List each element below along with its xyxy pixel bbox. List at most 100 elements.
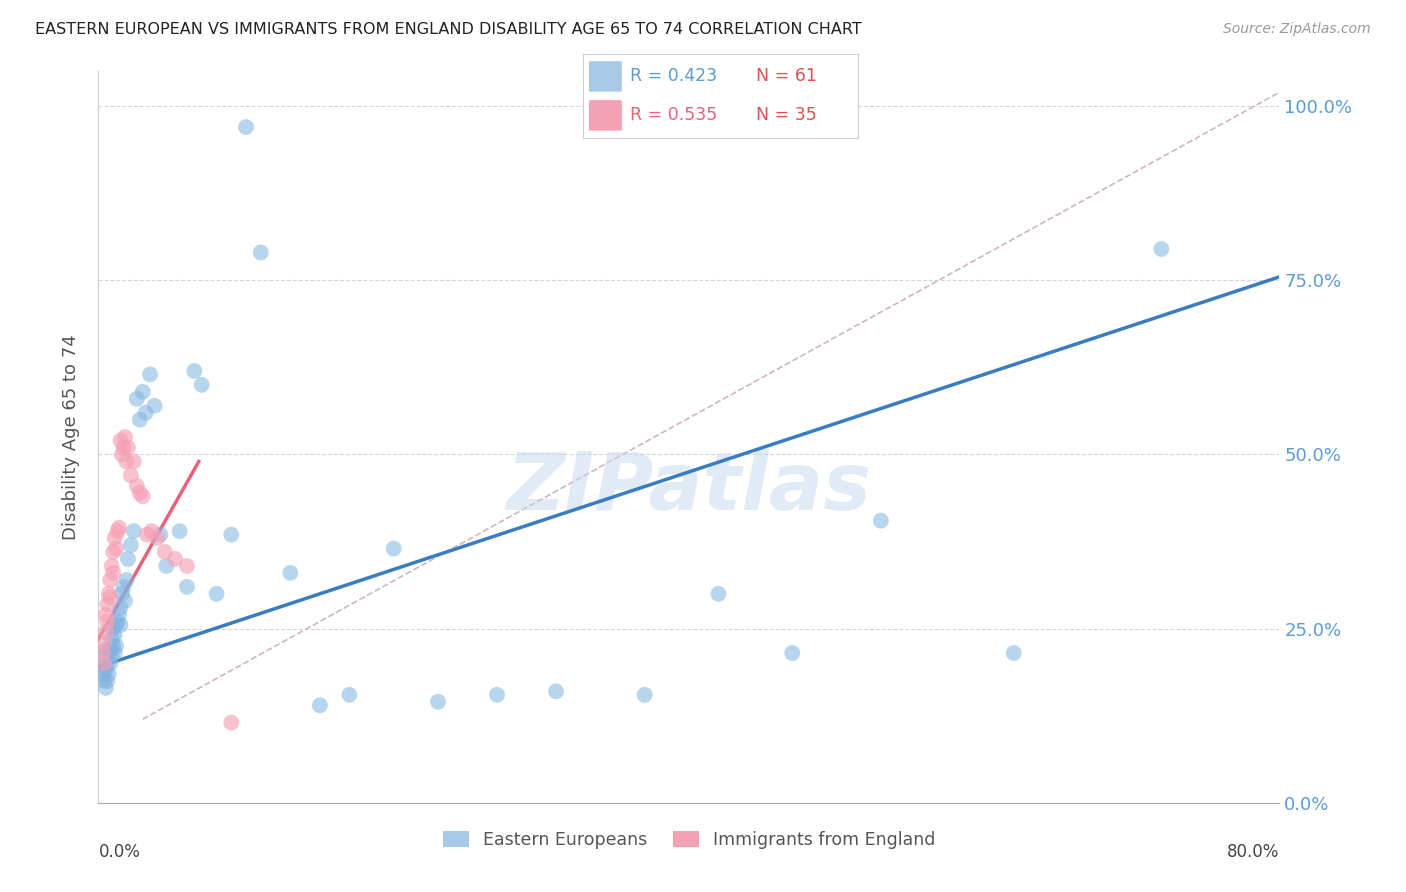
Point — [94, 607, 117, 622]
Point — [427, 695, 450, 709]
Point — [205, 587, 228, 601]
Text: 80.0%: 80.0% — [1227, 843, 1279, 861]
Point — [280, 566, 302, 580]
Point — [103, 545, 125, 559]
Point — [107, 615, 129, 629]
Point — [135, 406, 157, 420]
Point — [98, 642, 121, 657]
Point — [132, 489, 155, 503]
Text: N = 35: N = 35 — [756, 105, 817, 123]
Point — [183, 364, 205, 378]
Point — [112, 580, 135, 594]
Point — [107, 524, 129, 538]
Point — [96, 615, 118, 629]
Point — [117, 441, 139, 455]
Point — [235, 120, 257, 134]
Point — [634, 688, 657, 702]
Point — [128, 485, 150, 500]
Point — [115, 573, 138, 587]
Point — [105, 541, 128, 556]
Point — [191, 377, 214, 392]
Point — [97, 667, 120, 681]
Point — [93, 660, 115, 674]
Point — [221, 715, 243, 730]
Point — [250, 245, 273, 260]
Point — [93, 673, 115, 688]
Point — [136, 527, 159, 541]
Legend: Eastern Europeans, Immigrants from England: Eastern Europeans, Immigrants from Engla… — [443, 831, 935, 849]
Point — [110, 618, 132, 632]
Point — [139, 368, 162, 382]
Point — [108, 607, 131, 622]
Point — [165, 552, 187, 566]
Point — [104, 531, 127, 545]
Point — [112, 441, 135, 455]
Point — [146, 531, 169, 545]
Point — [125, 479, 148, 493]
Point — [1150, 242, 1173, 256]
Point — [122, 524, 145, 538]
Point — [782, 646, 804, 660]
Point — [103, 622, 125, 636]
Text: R = 0.423: R = 0.423 — [630, 67, 717, 85]
Point — [870, 514, 893, 528]
Point — [143, 399, 166, 413]
Point — [309, 698, 332, 713]
Point — [100, 649, 122, 664]
Point — [103, 566, 125, 580]
Point — [1002, 646, 1025, 660]
Point — [94, 681, 117, 695]
Point — [94, 625, 117, 640]
Point — [176, 558, 198, 573]
Point — [91, 649, 114, 664]
Point — [122, 454, 145, 468]
Point — [108, 521, 131, 535]
Point — [96, 597, 118, 611]
Point — [117, 552, 139, 566]
Point — [110, 600, 132, 615]
Point — [132, 384, 155, 399]
Point — [169, 524, 191, 538]
Point — [105, 618, 128, 632]
Point — [149, 527, 172, 541]
Point — [176, 580, 198, 594]
Y-axis label: Disability Age 65 to 74: Disability Age 65 to 74 — [62, 334, 80, 540]
Point — [104, 646, 127, 660]
FancyBboxPatch shape — [589, 62, 621, 92]
Point — [111, 587, 134, 601]
Point — [707, 587, 730, 601]
Point — [93, 635, 115, 649]
FancyBboxPatch shape — [589, 100, 621, 130]
Point — [128, 412, 150, 426]
Text: 0.0%: 0.0% — [98, 843, 141, 861]
Point — [120, 538, 142, 552]
Point — [155, 558, 177, 573]
Point — [105, 639, 128, 653]
Point — [486, 688, 509, 702]
Point — [96, 673, 118, 688]
Point — [141, 524, 163, 538]
Point — [221, 527, 243, 541]
Point — [125, 392, 148, 406]
Point — [100, 558, 122, 573]
Point — [114, 430, 136, 444]
Point — [97, 646, 120, 660]
Point — [96, 657, 118, 671]
Point — [111, 448, 134, 462]
Point — [91, 667, 114, 681]
Text: EASTERN EUROPEAN VS IMMIGRANTS FROM ENGLAND DISABILITY AGE 65 TO 74 CORRELATION : EASTERN EUROPEAN VS IMMIGRANTS FROM ENGL… — [35, 22, 862, 37]
Point — [98, 657, 121, 671]
Point — [100, 632, 122, 646]
Point — [114, 594, 136, 608]
Point — [382, 541, 405, 556]
Point — [94, 642, 117, 657]
Point — [91, 646, 114, 660]
Point — [546, 684, 568, 698]
Point — [103, 639, 125, 653]
Point — [93, 657, 115, 671]
Point — [98, 591, 121, 605]
Point — [97, 587, 120, 601]
Point — [115, 454, 138, 468]
Text: ZIPatlas: ZIPatlas — [506, 450, 872, 527]
Point — [104, 629, 127, 643]
